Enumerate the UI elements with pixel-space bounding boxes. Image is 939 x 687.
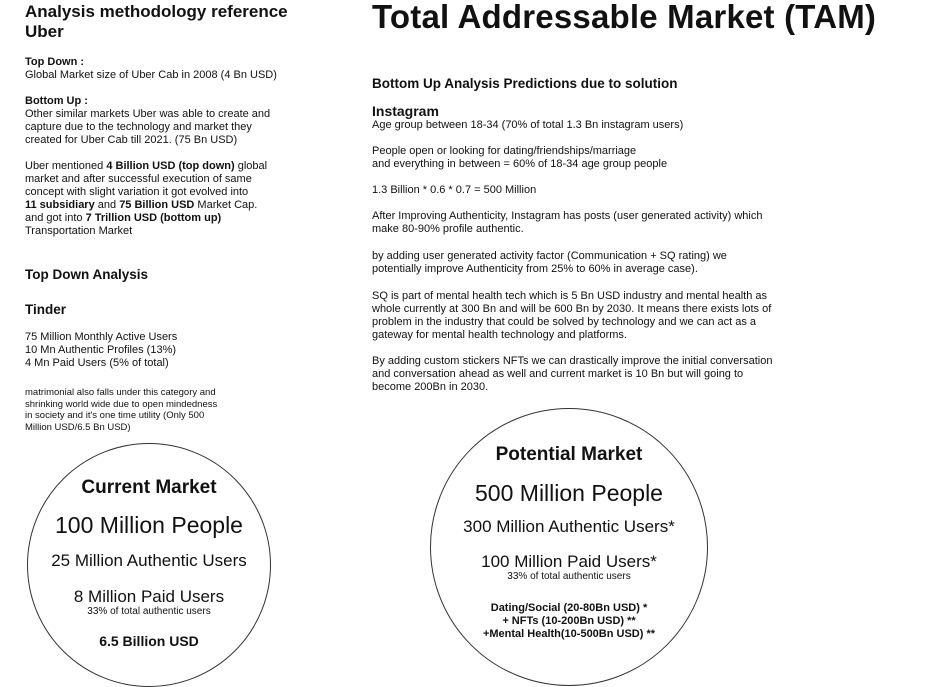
bottomup-analysis-heading: Bottom Up Analysis Predictions due to so… [372, 76, 678, 91]
reference-title: Analysis methodology reference Uber [25, 2, 288, 41]
matrimonial-note: matrimonial also falls under this catego… [25, 387, 218, 433]
potential-market-authentic: 300 Million Authentic Users* [463, 517, 675, 536]
dating-text: People open or looking for dating/friend… [372, 145, 668, 170]
instagram-heading: Instagram [372, 103, 439, 119]
current-market-value: 6.5 Billion USD [99, 633, 199, 649]
current-market-circle: Current Market 100 Million People 25 Mil… [27, 443, 271, 687]
potential-market-segment-mental-health: +Mental Health(10-500Bn USD) ** [482, 628, 656, 640]
potential-market-paid: 100 Million Paid Users* [481, 552, 657, 571]
potential-market-people: 500 Million People [475, 480, 663, 506]
potential-market-circle: Potential Market 500 Million People 300 … [430, 408, 708, 686]
activity-text: by adding user generated activity factor… [372, 250, 727, 275]
bottomup-text: Other similar markets Uber was able to c… [25, 108, 271, 146]
current-market-title: Current Market [81, 477, 217, 498]
uber-paragraph: Uber mentioned 4 Billion USD (top down) … [25, 160, 268, 237]
potential-market-segment-dating: Dating/Social (20-80Bn USD) * [490, 602, 648, 614]
tinder-heading: Tinder [25, 302, 67, 317]
nfts-text: By adding custom stickers NFTs we can dr… [372, 355, 773, 393]
potential-market-paid-note: 33% of total authentic users [507, 571, 631, 582]
tinder-stats: 75 Million Monthly Active Users 10 Mn Au… [25, 331, 178, 369]
calc-text: 1.3 Billion * 0.6 * 0.7 = 500 Million [372, 184, 537, 196]
potential-market-title: Potential Market [495, 444, 643, 465]
bottomup-label: Bottom Up : [25, 95, 88, 107]
age-group-text: Age group between 18-34 (70% of total 1.… [372, 119, 684, 131]
topdown-label: Top Down : [25, 56, 85, 68]
page-title: Total Addressable Market (TAM) [372, 0, 877, 35]
current-market-people: 100 Million People [55, 512, 243, 538]
current-market-paid-note: 33% of total authentic users [87, 606, 211, 617]
current-market-paid: 8 Million Paid Users [73, 587, 225, 606]
topdown-analysis-heading: Top Down Analysis [25, 267, 149, 282]
topdown-text: Global Market size of Uber Cab in 2008 (… [25, 69, 277, 81]
current-market-authentic: 25 Million Authentic Users [51, 551, 247, 570]
potential-market-segment-nfts: + NFTs (10-200Bn USD) ** [502, 615, 636, 627]
sq-text: SQ is part of mental health tech which i… [372, 290, 772, 341]
authenticity-text: After Improving Authenticity, Instagram … [372, 210, 763, 235]
